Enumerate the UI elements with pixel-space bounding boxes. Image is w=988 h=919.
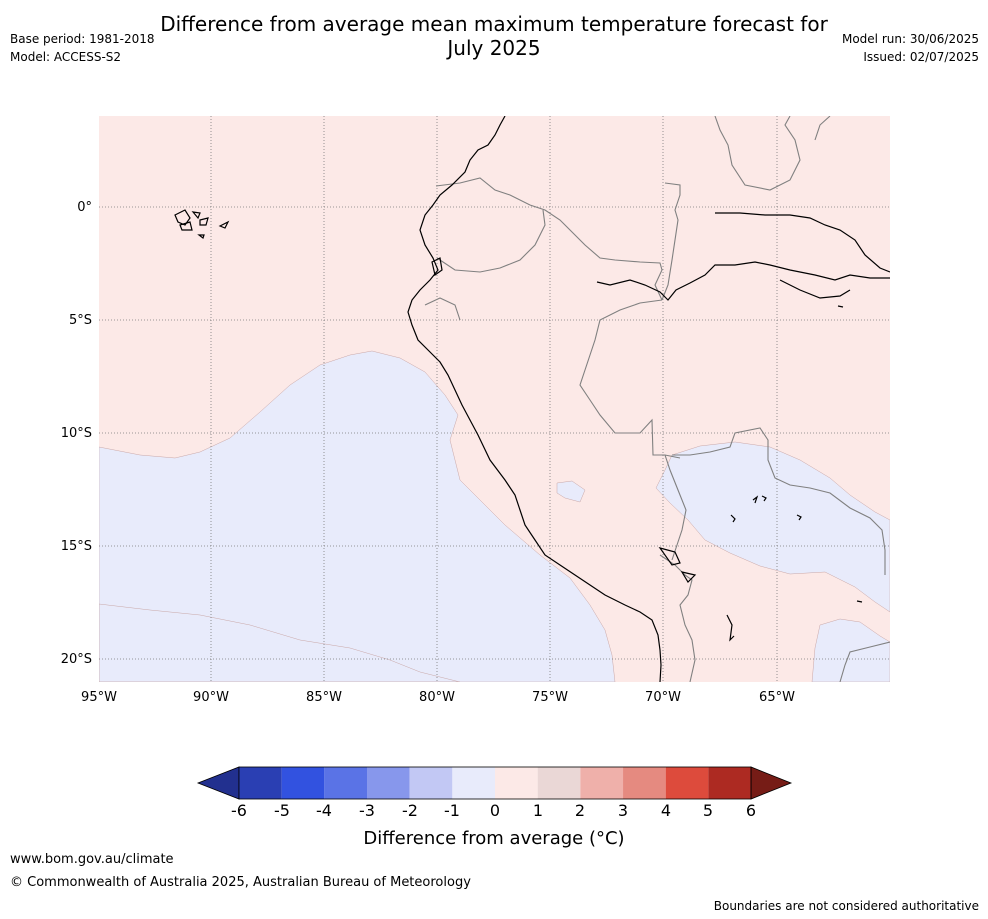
cb-tick-m5: -5	[274, 801, 290, 820]
colorbar: -6 -5 -4 -3 -2 -1 0 1 2 3 4 5 6	[196, 766, 793, 820]
cb-tick-m6: -6	[231, 801, 247, 820]
colorbar-extend-low	[196, 766, 240, 800]
colorbar-swatch	[452, 767, 496, 799]
cb-tick-4: 4	[661, 801, 671, 820]
lon-label-80w: 80°W	[419, 690, 455, 705]
colorbar-swatch	[537, 767, 581, 799]
cb-tick-2: 2	[575, 801, 585, 820]
cb-tick-3: 3	[618, 801, 628, 820]
lat-labels: 0° 5°S 10°S 15°S 20°S	[61, 200, 92, 667]
colorbar-extend-high	[750, 766, 793, 800]
colorbar-swatch	[367, 767, 410, 799]
colorbar-swatch	[665, 767, 709, 799]
cb-tick-m2: -2	[402, 801, 418, 820]
issued-text: Issued: 02/07/2025	[863, 50, 979, 64]
lon-labels: 95°W 90°W 85°W 80°W 75°W 70°W 65°W	[81, 690, 795, 705]
cool-anomaly-patch	[556, 480, 586, 503]
colorbar-swatch	[239, 767, 282, 799]
cb-tick-m4: -4	[316, 801, 332, 820]
cb-tick-0: 0	[490, 801, 500, 820]
chart-title: Difference from average mean maximum tem…	[0, 12, 988, 60]
lon-label-70w: 70°W	[645, 690, 681, 705]
cb-tick-m1: -1	[444, 801, 460, 820]
graticule	[99, 116, 890, 682]
colorbar-swatch	[623, 767, 666, 799]
colorbar-swatch	[580, 767, 624, 799]
cb-tick-6: 6	[746, 801, 756, 820]
cool-anomaly-region-ocean	[99, 350, 616, 682]
cool-anomaly-region-southeast	[811, 618, 890, 682]
country-borders	[424, 116, 890, 682]
cb-tick-5: 5	[703, 801, 713, 820]
model-text: Model: ACCESS-S2	[10, 50, 122, 64]
colorbar-swatch	[409, 767, 453, 799]
footer-note: Boundaries are not considered authoritat…	[713, 899, 979, 913]
cb-tick-m3: -3	[359, 801, 375, 820]
title-line-1: Difference from average mean maximum tem…	[160, 12, 828, 36]
colorbar-swatch	[495, 767, 538, 799]
colorbar-swatch	[708, 767, 752, 799]
cb-tick-1: 1	[533, 801, 543, 820]
title-line-2: July 2025	[447, 36, 541, 60]
lon-label-90w: 90°W	[193, 690, 229, 705]
lat-label-10s: 10°S	[61, 426, 92, 441]
colorbar-swatch	[324, 767, 368, 799]
coastlines	[174, 116, 890, 682]
lat-label-20s: 20°S	[61, 652, 92, 667]
colorbar-title: Difference from average (°C)	[363, 828, 625, 849]
footer-url: www.bom.gov.au/climate	[10, 852, 174, 867]
lat-label-0: 0°	[77, 200, 92, 215]
lon-label-95w: 95°W	[81, 690, 117, 705]
meta-left: Base period: 1981-2018 Model: ACCESS-S2	[10, 30, 155, 66]
forecast-map: 0° 5°S 10°S 15°S 20°S 95°W 90°W 85°W 80°…	[61, 116, 890, 705]
lat-label-15s: 15°S	[61, 539, 92, 554]
colorbar-swatch	[281, 767, 325, 799]
lon-label-75w: 75°W	[532, 690, 568, 705]
colorbar-frame	[238, 766, 752, 800]
model-run-text: Model run: 30/06/2025	[841, 32, 979, 46]
cool-anomaly-region-inland	[655, 441, 890, 613]
lon-label-65w: 65°W	[759, 690, 795, 705]
lat-label-5s: 5°S	[69, 313, 92, 328]
colorbar-tick-labels: -6 -5 -4 -3 -2 -1 0 1 2 3 4 5 6	[231, 801, 756, 820]
meta-right: Model run: 30/06/2025 Issued: 02/07/2025	[842, 30, 979, 66]
lon-label-85w: 85°W	[306, 690, 342, 705]
colorbar-swatches	[196, 766, 793, 800]
base-period-text: Base period: 1981-2018	[10, 32, 155, 46]
footer-copyright: © Commonwealth of Australia 2025, Austra…	[10, 875, 471, 890]
